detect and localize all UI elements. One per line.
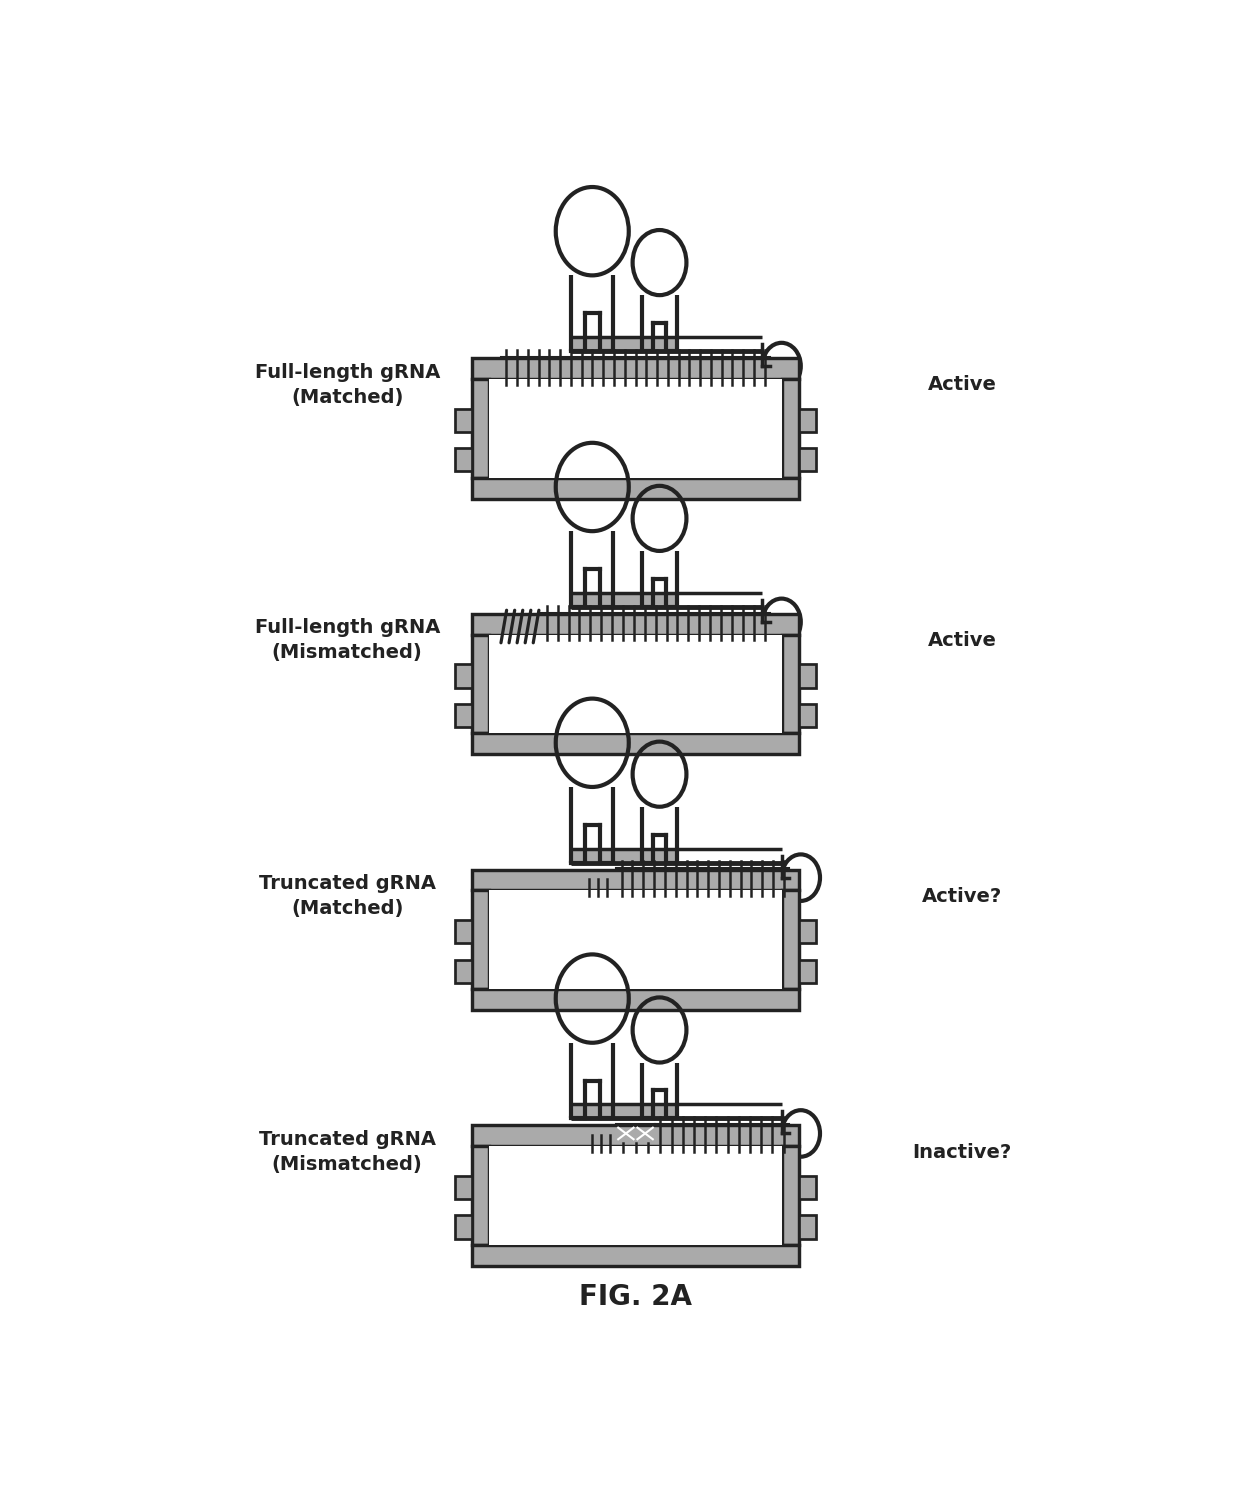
FancyBboxPatch shape (655, 1123, 789, 1143)
FancyBboxPatch shape (472, 477, 799, 498)
FancyBboxPatch shape (455, 704, 472, 728)
FancyBboxPatch shape (799, 704, 816, 728)
FancyBboxPatch shape (781, 634, 799, 734)
FancyBboxPatch shape (542, 613, 770, 631)
Text: FIG. 2A: FIG. 2A (579, 1284, 692, 1311)
Text: Active: Active (928, 631, 997, 649)
FancyBboxPatch shape (455, 664, 472, 687)
Text: Active: Active (928, 374, 997, 394)
FancyBboxPatch shape (455, 1176, 472, 1199)
FancyBboxPatch shape (799, 409, 816, 432)
FancyBboxPatch shape (781, 379, 799, 477)
FancyBboxPatch shape (616, 868, 789, 886)
FancyBboxPatch shape (455, 960, 472, 983)
FancyBboxPatch shape (490, 1146, 781, 1246)
FancyBboxPatch shape (573, 338, 677, 350)
FancyBboxPatch shape (472, 891, 490, 989)
Text: Full-length gRNA
(Matched): Full-length gRNA (Matched) (254, 362, 440, 406)
FancyBboxPatch shape (573, 593, 677, 606)
FancyBboxPatch shape (472, 1146, 490, 1246)
FancyBboxPatch shape (799, 960, 816, 983)
FancyBboxPatch shape (472, 358, 799, 379)
Text: Truncated gRNA
(Matched): Truncated gRNA (Matched) (259, 874, 435, 918)
FancyBboxPatch shape (799, 1216, 816, 1238)
FancyBboxPatch shape (799, 1176, 816, 1199)
FancyBboxPatch shape (472, 634, 490, 734)
Text: Inactive?: Inactive? (913, 1143, 1012, 1161)
FancyBboxPatch shape (501, 356, 770, 376)
FancyBboxPatch shape (472, 989, 799, 1010)
FancyBboxPatch shape (799, 664, 816, 687)
FancyBboxPatch shape (573, 1105, 677, 1117)
FancyBboxPatch shape (616, 1123, 655, 1143)
FancyBboxPatch shape (799, 448, 816, 471)
FancyBboxPatch shape (455, 409, 472, 432)
FancyBboxPatch shape (472, 734, 799, 755)
FancyBboxPatch shape (490, 379, 781, 477)
Text: Truncated gRNA
(Mismatched): Truncated gRNA (Mismatched) (259, 1129, 435, 1175)
FancyBboxPatch shape (472, 870, 799, 891)
FancyBboxPatch shape (472, 613, 799, 634)
FancyBboxPatch shape (472, 1246, 799, 1265)
FancyBboxPatch shape (455, 1216, 472, 1238)
FancyBboxPatch shape (455, 920, 472, 944)
FancyBboxPatch shape (490, 634, 781, 734)
FancyBboxPatch shape (455, 448, 472, 471)
FancyBboxPatch shape (472, 1125, 799, 1146)
FancyBboxPatch shape (472, 379, 490, 477)
FancyBboxPatch shape (781, 1146, 799, 1246)
FancyBboxPatch shape (781, 891, 799, 989)
FancyBboxPatch shape (573, 850, 677, 861)
FancyBboxPatch shape (799, 920, 816, 944)
Text: Active?: Active? (923, 886, 1002, 906)
Text: Full-length gRNA
(Mismatched): Full-length gRNA (Mismatched) (254, 619, 440, 663)
FancyBboxPatch shape (490, 891, 781, 989)
